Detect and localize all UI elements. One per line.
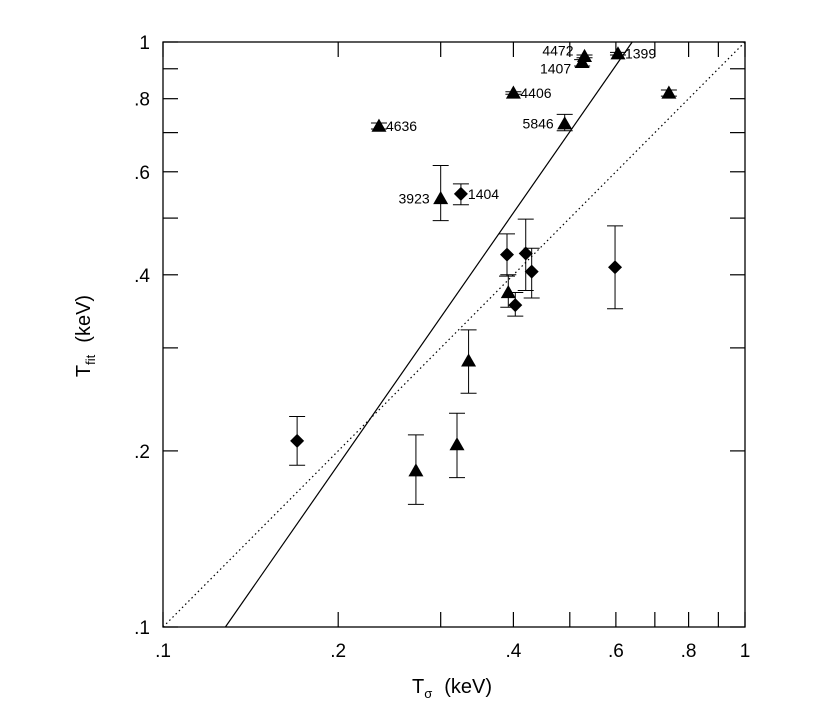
x-tick-label: .6 (608, 641, 624, 662)
x-tick-label: .1 (155, 641, 171, 662)
y-tick-label: 1 (139, 33, 150, 54)
triangle-marker (661, 85, 677, 99)
diamond-marker (524, 264, 539, 279)
y-tick-label: .8 (134, 90, 150, 111)
y-axis-title: Tfit (keV) (73, 295, 98, 377)
x-axis-title-main: T (412, 676, 424, 698)
triangle-marker (577, 48, 593, 62)
diamond-marker (508, 298, 523, 313)
diamond-marker (608, 260, 623, 275)
y-axis-title-unit: (keV) (73, 295, 95, 343)
x-tick-label: .4 (505, 641, 521, 662)
diamond-marker (499, 247, 514, 262)
reference-lines (162, 41, 746, 628)
triangle-marker (408, 463, 424, 477)
data-markers (290, 46, 677, 477)
point-label: 5846 (523, 116, 554, 132)
x-tick-label: .2 (330, 641, 346, 662)
fit-line (224, 41, 633, 628)
triangle-marker (500, 285, 516, 299)
point-label: 4406 (520, 85, 551, 101)
triangle-marker (371, 118, 387, 132)
diamond-marker (453, 186, 468, 201)
plot-frame (162, 41, 746, 628)
point-label: 1399 (625, 46, 656, 62)
x-tick-label: .8 (681, 641, 697, 662)
point-label: 4472 (542, 42, 573, 58)
y-tick-label: .6 (134, 163, 150, 184)
triangle-marker (610, 46, 626, 60)
triangle-marker (461, 353, 477, 367)
point-label: 4636 (386, 118, 417, 134)
y-tick-label: .1 (134, 618, 150, 639)
tick-labels: .1 .2 .4 .6 .8 1 .1 .2 .4 .6 .8 1 (134, 33, 750, 662)
y-tick-label: .2 (134, 442, 150, 463)
diamond-marker (290, 433, 305, 448)
axis-ticks (162, 41, 746, 628)
y-axis-title-sub: fit (83, 354, 98, 365)
point-label: 1407 (540, 60, 571, 76)
error-bars (289, 51, 677, 505)
point-label: 1404 (468, 186, 499, 202)
triangle-marker (449, 437, 465, 451)
x-axis-title-sub: σ (424, 686, 432, 701)
x-tick-label: 1 (740, 641, 751, 662)
triangle-marker (557, 116, 573, 130)
equality-line (162, 41, 746, 628)
y-axis-title-main: T (73, 365, 95, 377)
x-axis-title: Tσ (keV) (412, 676, 492, 701)
diamond-marker (518, 246, 533, 261)
point-labels: 4636 3923 4406 5846 1407 4472 1399 1404 (386, 42, 656, 206)
point-label: 3923 (399, 191, 430, 207)
y-tick-label: .4 (134, 266, 150, 287)
triangle-marker (505, 85, 521, 99)
x-axis-title-unit: (keV) (444, 676, 492, 698)
triangle-marker (433, 191, 449, 205)
